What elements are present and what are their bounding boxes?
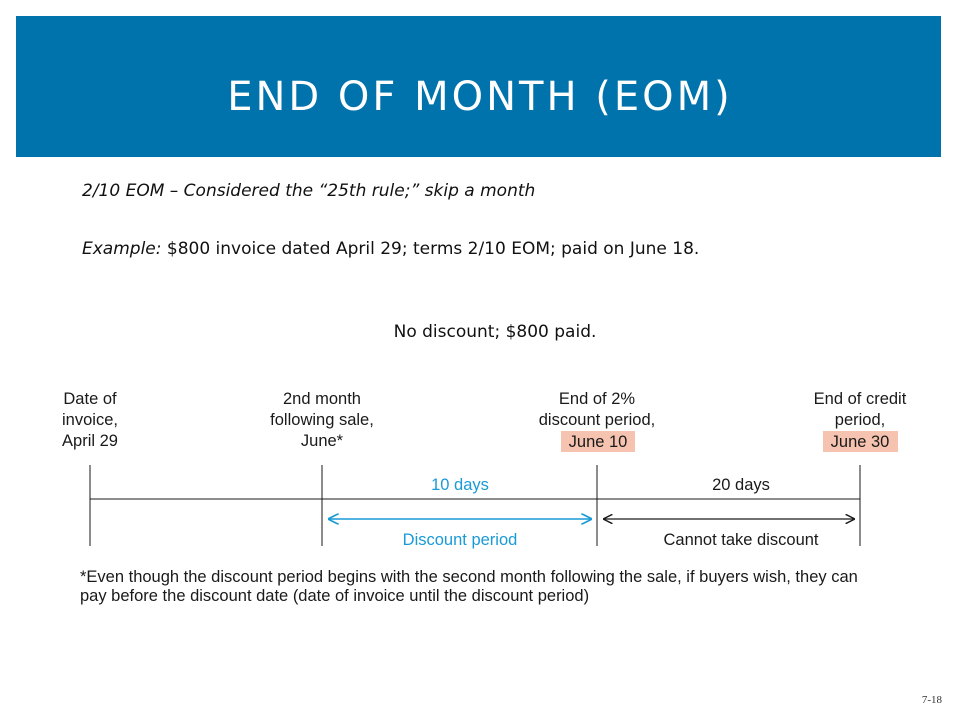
point-2-line-2: following sale, — [270, 411, 374, 429]
point-1-line-3: April 29 — [62, 432, 118, 450]
discount-period-label: Discount period — [403, 531, 518, 549]
slide-number: 7-18 — [921, 694, 942, 706]
example-line: Example: $800 invoice dated April 29; te… — [82, 239, 699, 259]
point-1-line-1: Date of — [63, 390, 117, 408]
point-2-line-3: June* — [301, 432, 344, 450]
example-text: $800 invoice dated April 29; terms 2/10 … — [161, 239, 700, 259]
rule-description: 2/10 EOM – Considered the “25th rule;” s… — [82, 181, 536, 201]
footnote: *Even though the discount period begins … — [80, 568, 858, 605]
point-2-line-1: 2nd month — [283, 390, 361, 408]
point-1-line-2: invoice, — [62, 411, 118, 429]
point-4-line-2: period, — [835, 411, 885, 429]
slide-title: END OF MONTH (EOM) — [227, 74, 733, 120]
result-line: No discount; $800 paid. — [393, 322, 597, 342]
point-3-line-2: discount period, — [539, 411, 656, 429]
point-3-highlight: June 10 — [569, 433, 628, 451]
point-4-line-1: End of credit — [814, 390, 907, 408]
point-4-highlight: June 30 — [831, 433, 890, 451]
june-30-highlight — [823, 431, 898, 452]
title-banner — [16, 16, 941, 157]
discount-days-label: 10 days — [431, 476, 489, 494]
example-label: Example: — [82, 239, 162, 259]
june-10-highlight — [561, 431, 635, 452]
credit-days-label: 20 days — [712, 476, 770, 494]
point-3-line-1: End of 2% — [559, 390, 635, 408]
timeline-diagram: Date of invoice, April 29 2nd month foll… — [62, 390, 907, 549]
no-discount-label: Cannot take discount — [663, 531, 818, 549]
